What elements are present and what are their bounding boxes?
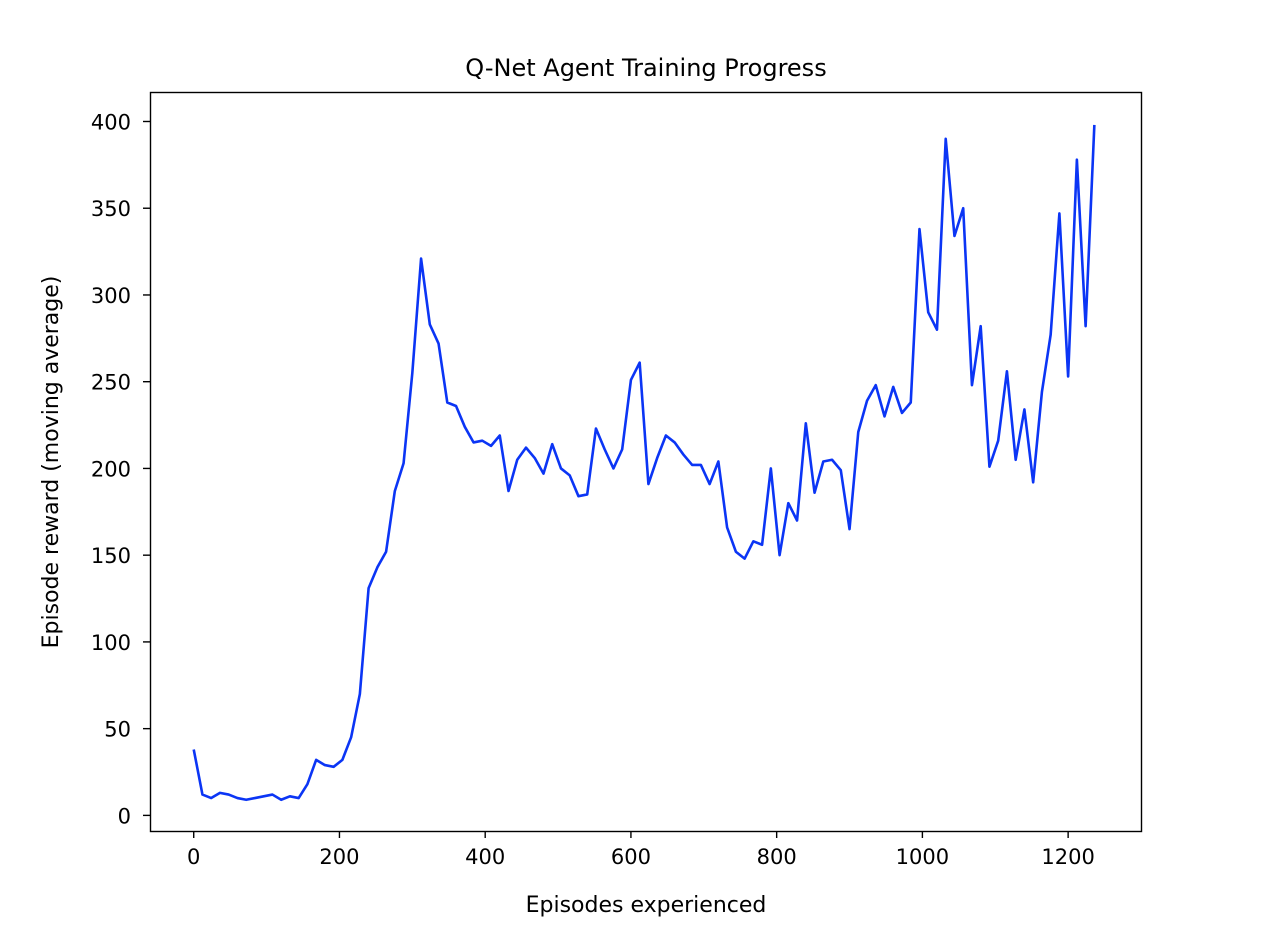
axes-frame: [149, 91, 1143, 833]
y-tick-label: 50: [104, 718, 131, 742]
y-tick-label: 250: [91, 371, 131, 395]
y-tick-label: 400: [91, 110, 131, 134]
x-tick-label: 600: [611, 845, 651, 869]
x-tick-label: 1200: [1041, 845, 1094, 869]
y-tick-label: 150: [91, 544, 131, 568]
y-tick-label: 350: [91, 197, 131, 221]
x-tick-label: 200: [319, 845, 359, 869]
y-tick-label: 0: [118, 804, 131, 828]
y-tick-label: 200: [91, 457, 131, 481]
x-tick-label: 1000: [896, 845, 949, 869]
x-tick-label: 800: [757, 845, 797, 869]
x-axis-label: Episodes experienced: [526, 893, 767, 918]
x-axis-ticks: 0 200 400 600 800 1000 1200: [187, 831, 1095, 869]
series-line: [192, 124, 1096, 802]
y-axis-ticks: 0 50 100 150 200 250 300 350 400: [91, 110, 150, 828]
plot-area: [192, 124, 1096, 802]
x-tick-label: 0: [187, 845, 200, 869]
x-tick-label: 400: [465, 845, 505, 869]
y-tick-label: 300: [91, 284, 131, 308]
y-tick-label: 100: [91, 631, 131, 655]
chart-title: Q-Net Agent Training Progress: [465, 54, 826, 82]
y-axis-label: Episode reward (moving average): [39, 276, 64, 649]
